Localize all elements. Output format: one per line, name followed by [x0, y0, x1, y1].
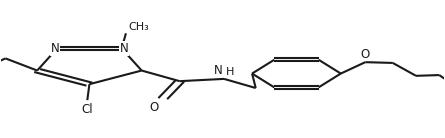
Text: O: O	[361, 48, 370, 61]
Text: N: N	[214, 64, 222, 77]
Text: CH₃: CH₃	[128, 22, 149, 32]
Text: H: H	[226, 67, 235, 77]
Text: N: N	[119, 42, 128, 55]
Text: Cl: Cl	[81, 103, 93, 116]
Text: N: N	[51, 42, 59, 55]
Text: O: O	[150, 101, 159, 114]
